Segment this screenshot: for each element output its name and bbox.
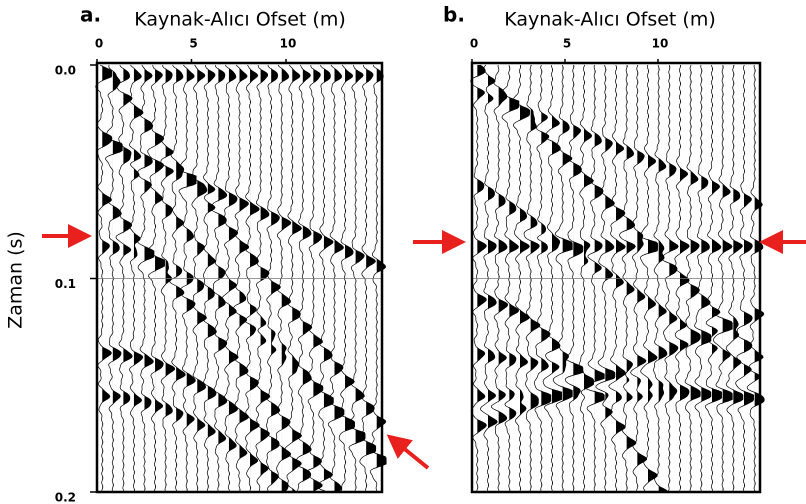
x-tick-label: 5 [189, 37, 197, 51]
trace [523, 64, 541, 492]
trace [369, 64, 387, 492]
trace [137, 64, 155, 492]
y-axis-label: Zaman (s) [5, 231, 27, 329]
trace [160, 64, 175, 492]
arrow [386, 434, 430, 470]
trace [266, 64, 281, 492]
trace-fill [123, 65, 133, 492]
trace [327, 64, 345, 492]
y-tick-label: 0.1 [55, 277, 76, 291]
x-tick-label: 0 [95, 37, 103, 51]
x-axis-label: Kaynak-Alıcı Ofset (m) [134, 9, 346, 31]
trace-fill [133, 65, 144, 492]
trace [295, 64, 313, 492]
trace [694, 64, 712, 492]
trace-fill [552, 65, 562, 492]
trace [746, 64, 765, 492]
trace [178, 64, 197, 492]
trace-fill [626, 65, 637, 492]
trace [713, 64, 733, 492]
trace [490, 64, 509, 492]
trace [534, 64, 552, 492]
trace [210, 64, 228, 492]
trace [584, 64, 605, 492]
plot-frame [470, 61, 762, 494]
trace [348, 64, 366, 492]
trace [501, 64, 520, 491]
trace-fill [228, 65, 239, 492]
trace-fill [112, 65, 123, 492]
trace [470, 64, 487, 492]
trace [203, 64, 217, 492]
trace-fill [239, 65, 249, 492]
trace [255, 64, 271, 492]
trace [95, 64, 113, 492]
arrows [42, 224, 806, 470]
trace [661, 64, 679, 492]
trace [480, 64, 498, 492]
trace-fill [197, 65, 207, 492]
trace-fill [366, 65, 376, 492]
y-tick-label: 0.2 [55, 491, 76, 504]
y-tick-label: 0.0 [55, 64, 76, 78]
plot-frame [95, 61, 384, 494]
trace [275, 64, 292, 492]
trace-fill [345, 65, 355, 492]
trace-fill [271, 65, 281, 492]
trace-fill [669, 65, 679, 492]
trace [221, 64, 239, 492]
trace [233, 64, 250, 492]
plots: 0 5 10 0 5 10 0.0 0.1 0.2 [55, 37, 765, 504]
trace [630, 64, 648, 492]
trace [169, 64, 186, 492]
trace [564, 64, 584, 492]
trace-fill [648, 65, 658, 492]
x-tick-label: 10 [280, 37, 297, 51]
trace [735, 64, 754, 492]
trace [244, 64, 260, 492]
trace [542, 64, 562, 492]
trace [284, 64, 303, 492]
trace [578, 64, 594, 492]
trace [725, 64, 744, 492]
trace [595, 64, 616, 492]
trace-fill [155, 65, 165, 492]
trace [338, 64, 355, 492]
panel-label: b. [443, 3, 465, 27]
trace [105, 64, 123, 492]
trace [704, 64, 722, 492]
trace-fill [281, 65, 291, 492]
trace [191, 64, 208, 492]
x-axis-label: Kaynak-Alıcı Ofset (m) [504, 9, 716, 31]
x-tick-label: 0 [470, 37, 478, 51]
trace [684, 64, 701, 491]
trace [512, 64, 530, 492]
trace [653, 64, 668, 492]
x-tick-label: 10 [652, 37, 669, 51]
trace [639, 64, 658, 492]
trace [115, 64, 133, 492]
trace [619, 64, 637, 492]
trace [304, 64, 324, 492]
trace [316, 64, 334, 492]
trace-fill [658, 65, 668, 492]
trace [358, 64, 377, 492]
trace [128, 64, 144, 491]
trace [608, 64, 626, 492]
x-tick-label: 5 [563, 37, 571, 51]
panel-label: a. [80, 3, 101, 27]
trace [147, 64, 165, 492]
trace [552, 64, 573, 492]
